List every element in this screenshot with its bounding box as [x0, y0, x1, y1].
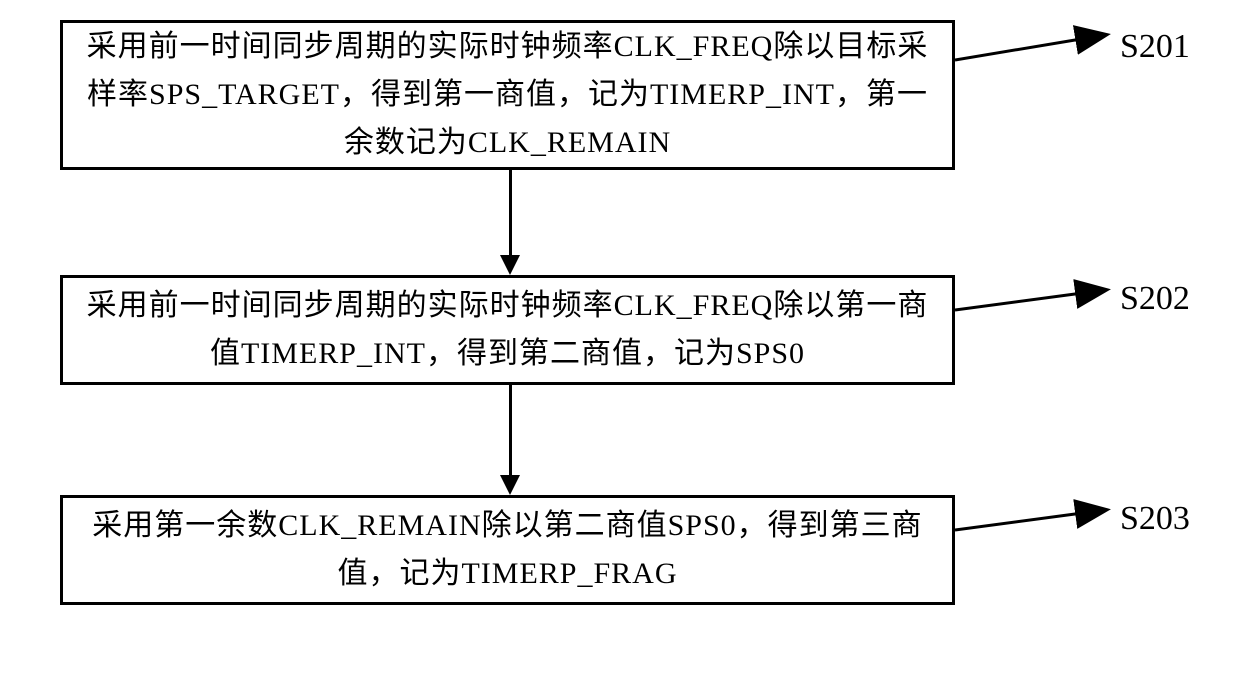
step-label-s201: S201 — [1120, 28, 1190, 66]
connector-arrow-1 — [490, 170, 530, 275]
step-text-s202: 采用前一时间同步周期的实际时钟频率CLK_FREQ除以第一商值TIMERP_IN… — [83, 282, 932, 378]
label-arrow-s203 — [955, 495, 1125, 545]
label-arrow-s202 — [955, 275, 1125, 325]
step-label-s203: S203 — [1120, 500, 1190, 538]
step-box-s202: 采用前一时间同步周期的实际时钟频率CLK_FREQ除以第一商值TIMERP_IN… — [60, 275, 955, 385]
flowchart-container: 采用前一时间同步周期的实际时钟频率CLK_FREQ除以目标采样率SPS_TARG… — [0, 0, 1240, 679]
step-label-s202: S202 — [1120, 280, 1190, 318]
step-box-s203: 采用第一余数CLK_REMAIN除以第二商值SPS0，得到第三商值，记为TIME… — [60, 495, 955, 605]
connector-arrow-2 — [490, 385, 530, 495]
label-arrow-s201 — [955, 20, 1125, 70]
step-text-s201: 采用前一时间同步周期的实际时钟频率CLK_FREQ除以目标采样率SPS_TARG… — [83, 23, 932, 167]
step-text-s203: 采用第一余数CLK_REMAIN除以第二商值SPS0，得到第三商值，记为TIME… — [83, 502, 932, 598]
step-box-s201: 采用前一时间同步周期的实际时钟频率CLK_FREQ除以目标采样率SPS_TARG… — [60, 20, 955, 170]
